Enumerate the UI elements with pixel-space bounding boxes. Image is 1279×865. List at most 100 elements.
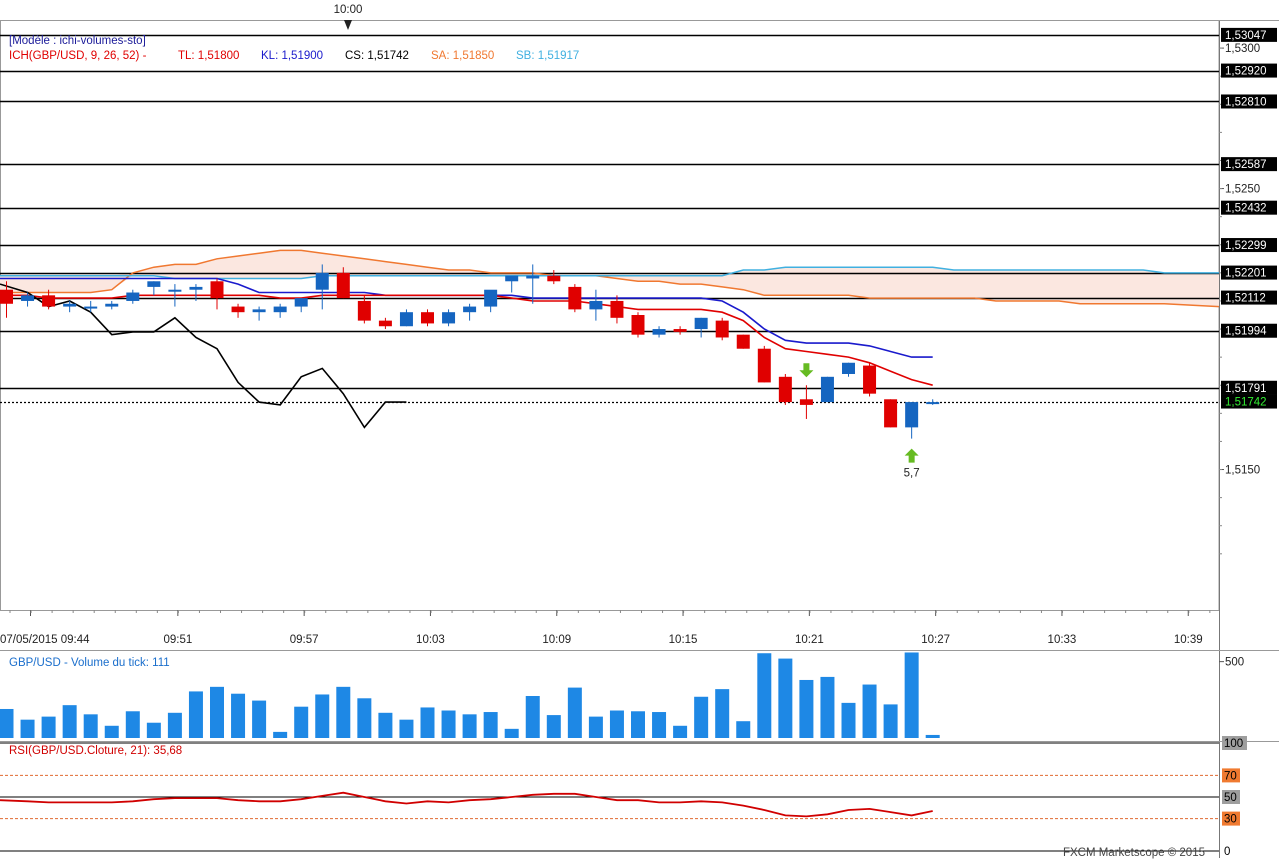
volume-bar: [336, 686, 351, 738]
volume-bar: [694, 696, 709, 738]
volume-bar: [588, 716, 603, 738]
volume-bar: [146, 722, 161, 738]
candle-bull: [168, 289, 182, 292]
price-level-tag-label: 1,52587: [1225, 159, 1267, 171]
candle-bear: [421, 312, 434, 324]
volume-bar: [778, 658, 793, 738]
sell-signal-arrow: [799, 363, 814, 378]
volume-bar: [904, 652, 919, 738]
volume-bar: [357, 698, 372, 738]
candle-bear: [547, 275, 561, 282]
y-tick-label: 1,5150: [1225, 465, 1260, 477]
current-price-tag-label: 1,51742: [1225, 397, 1267, 409]
price-level-tag: [1221, 63, 1277, 78]
volume-bar: [841, 702, 856, 738]
candle-bear: [0, 289, 13, 304]
x-tick-label: 10:21: [795, 634, 824, 646]
candle-bull: [926, 402, 940, 405]
candle-bull: [589, 300, 603, 310]
legend-cs: CS: 1,51742: [345, 50, 409, 62]
candle-bear: [673, 329, 687, 332]
candle-bull: [463, 306, 477, 313]
volume-bar: [567, 687, 582, 738]
chikou-line: [0, 283, 407, 429]
candle-bear: [631, 315, 645, 335]
rsi-level-tag-label: 30: [1224, 814, 1237, 826]
candle-bull: [484, 289, 498, 307]
rsi-level-tag-label: 0: [1224, 846, 1230, 858]
candle-bull: [842, 362, 855, 374]
volume-bar: [631, 711, 645, 738]
x-tick-label: 10:27: [921, 634, 950, 646]
price-panel-frame: [0, 20, 1220, 611]
candle-bear: [799, 399, 813, 405]
footer-credit: FXCM Marketscope © 2015: [1063, 847, 1205, 859]
volume-bar: [673, 725, 688, 738]
price-level-tag-label: 1,52201: [1225, 268, 1267, 280]
rsi-level-tag: [1222, 736, 1247, 750]
rsi-level-tag-label: 50: [1224, 792, 1237, 804]
volume-bar: [420, 707, 435, 738]
price-level-tag: [1221, 265, 1277, 280]
price-level-tag: [1221, 290, 1277, 305]
price-level-tag-label: 1,52112: [1225, 293, 1266, 305]
candle-bear: [863, 365, 877, 394]
volume-y-tick-label: 500: [1225, 657, 1244, 669]
volume-bar: [125, 711, 140, 738]
volume-bar: [715, 689, 730, 738]
rsi-level-tag: [1222, 768, 1240, 783]
volume-bar: [399, 719, 414, 738]
candle-bull: [694, 317, 708, 330]
volume-bar: [210, 686, 224, 738]
candle-bull: [399, 312, 413, 327]
candle-bull: [442, 312, 456, 324]
candle-bear: [715, 320, 729, 338]
candle-bull: [105, 303, 119, 307]
candle-bull: [189, 286, 203, 290]
volume-bar: [104, 725, 119, 738]
ichimoku-name: ICH(GBP/USD, 9, 26, 52) -: [9, 50, 147, 62]
price-level-tag: [1221, 157, 1277, 172]
volume-bar: [883, 704, 898, 738]
volume-bar: [378, 712, 393, 738]
candle-bull: [84, 306, 98, 309]
x-tick-label: 10:15: [669, 634, 698, 646]
volume-bar: [799, 679, 814, 738]
volume-bar: [546, 715, 561, 738]
current-price-tag: [1221, 394, 1277, 409]
price-level-tag-label: 1,51791: [1225, 383, 1267, 395]
candle-bear: [378, 320, 392, 327]
x-tick-label: 09:51: [163, 634, 192, 646]
volume-bar: [609, 710, 624, 738]
model-label: [Modèle : ichi-volumes-sto]: [9, 35, 146, 47]
volume-bar: [0, 708, 14, 738]
volume-bar: [188, 691, 203, 738]
volume-bar: [504, 728, 519, 738]
candle-bull: [252, 309, 266, 313]
candle-bear: [231, 306, 245, 313]
price-level-tag-label: 1,52810: [1225, 96, 1267, 108]
candle-bear: [568, 286, 582, 310]
price-level-tag-label: 1,53047: [1225, 30, 1267, 42]
price-level-tag: [1221, 238, 1277, 253]
price-level-tag: [1221, 380, 1277, 395]
volume-bar: [20, 719, 35, 738]
price-level-tag-label: 1,51994: [1225, 326, 1267, 338]
volume-bar: [862, 684, 877, 738]
volume-bar: [41, 716, 56, 738]
rsi-level-tag: [1222, 811, 1240, 826]
volume-bar: [273, 731, 288, 738]
buy-signal-arrow: [904, 448, 919, 463]
candle-bull: [526, 275, 540, 279]
x-tick-label: 07/05/2015 09:44: [0, 634, 90, 646]
candle-bull: [147, 281, 161, 287]
signal-value-label: 5,7: [904, 468, 920, 480]
cursor-time-marker: [344, 20, 352, 30]
x-tick-label: 09:57: [290, 634, 319, 646]
candle-bear: [610, 300, 624, 318]
legend-sa: SA: 1,51850: [431, 50, 494, 62]
cursor-time-label: 10:00: [334, 4, 363, 16]
x-tick-label: 10:39: [1174, 634, 1203, 646]
